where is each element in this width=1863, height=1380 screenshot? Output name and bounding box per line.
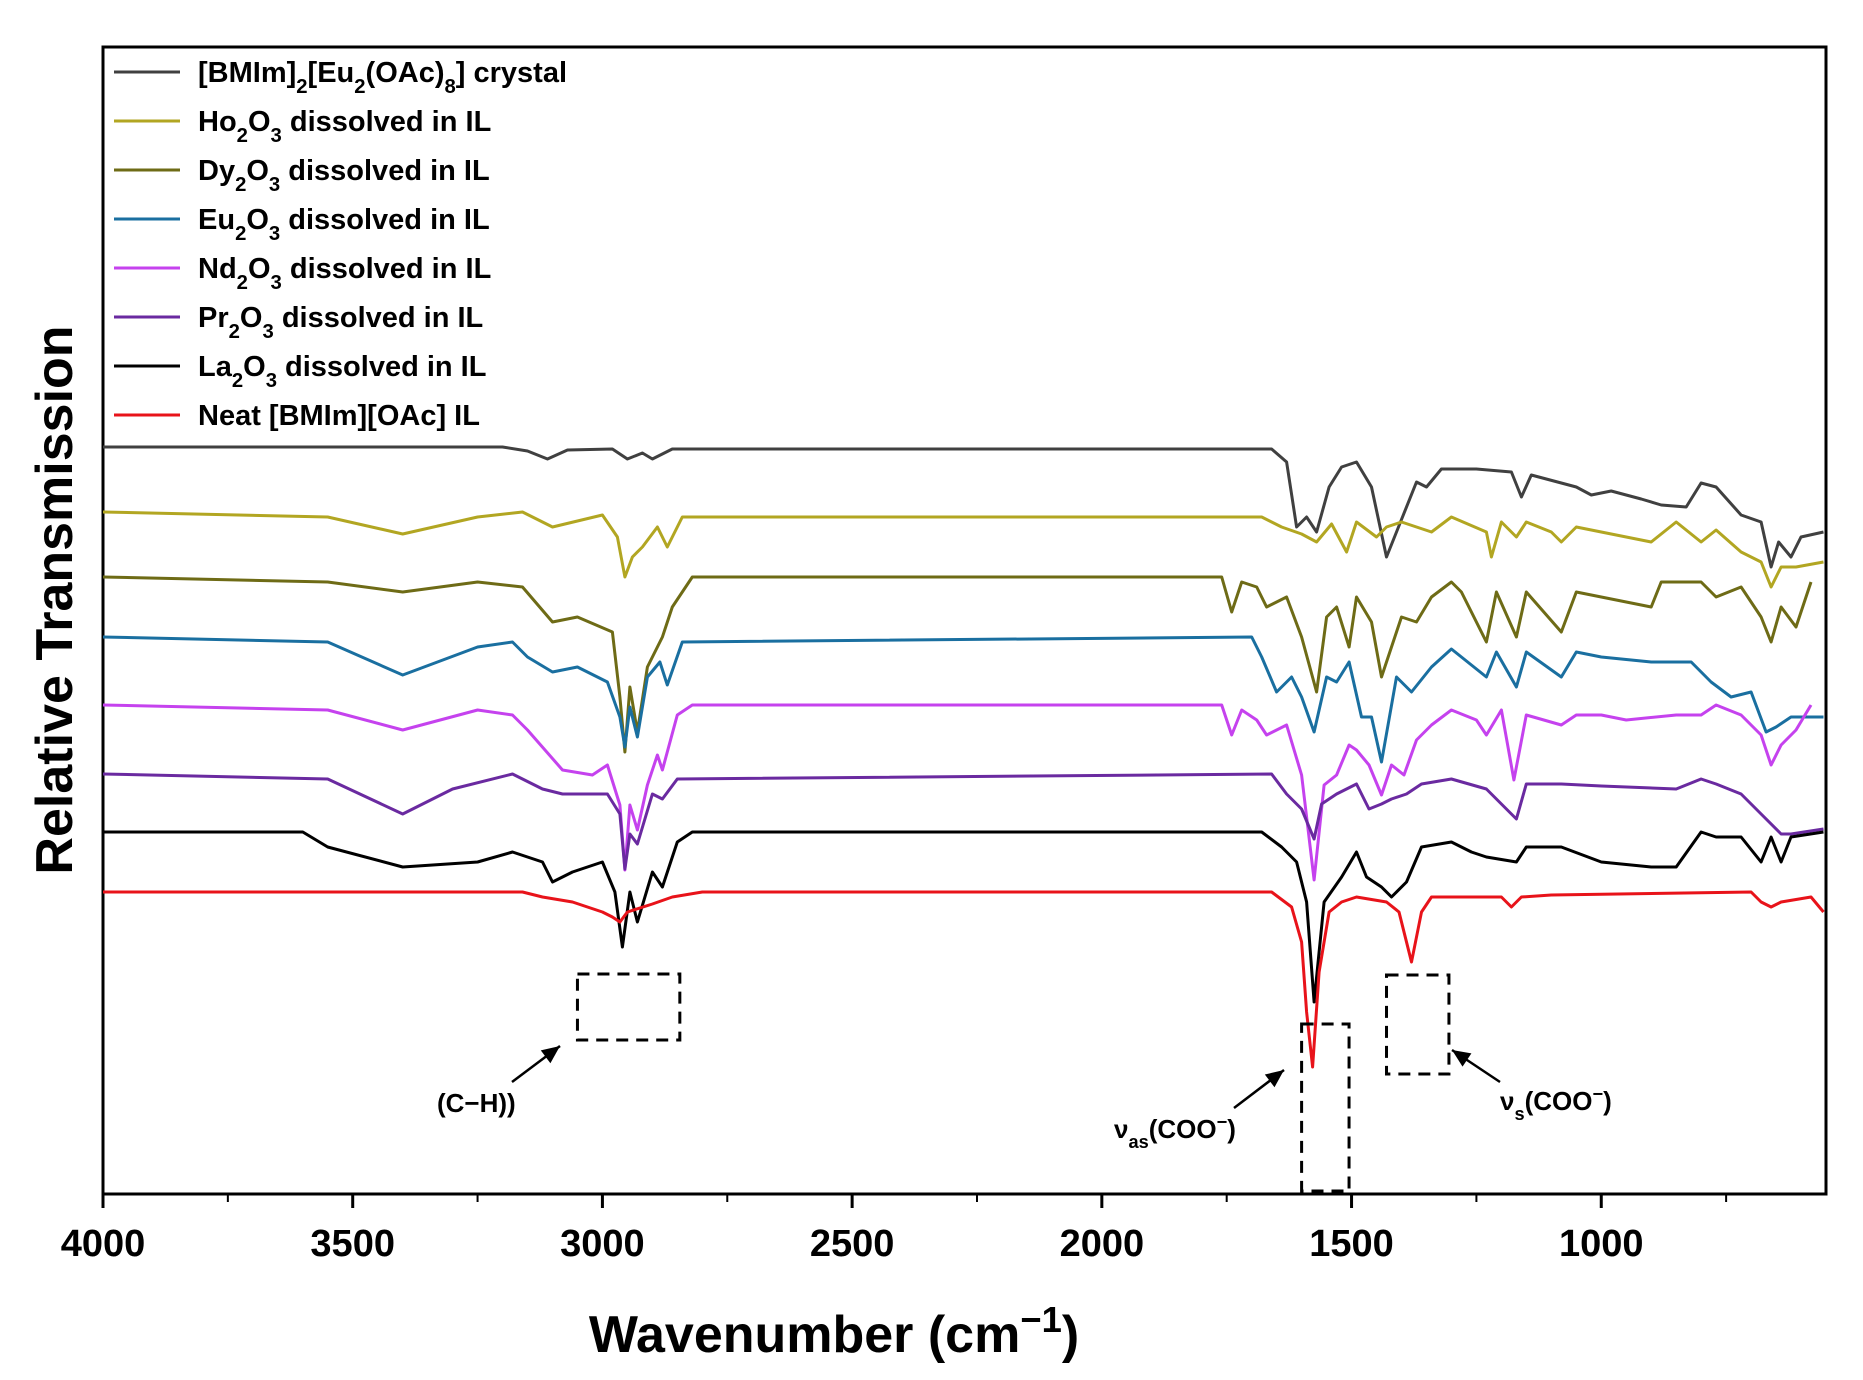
series-line-3	[102, 575, 1813, 754]
series-line-1	[103, 445, 1824, 569]
legend-label-5: Nd2O3 dissolved in IL	[198, 253, 491, 294]
series-line-2	[102, 510, 1824, 589]
legend-label-8: Neat [BMIm][OAc] IL	[198, 400, 480, 432]
plot-frame	[101, 45, 1828, 1196]
x-tick-label-1: 4000	[61, 1223, 146, 1265]
x-tick-label-6: 1500	[1309, 1223, 1394, 1265]
x-tick-label-5: 2000	[1060, 1223, 1145, 1265]
legend: [BMIm]2[Eu2(OAc)8] crystal Ho2O3 dissolve…	[114, 57, 567, 432]
annotation-label-2: νas(COO−)	[1114, 1112, 1236, 1152]
series-line-5	[102, 703, 1813, 882]
x-axis-title: Wavenumber (cm−1)	[589, 1299, 1079, 1365]
legend-label-3: Dy2O3 dissolved in IL	[198, 155, 490, 196]
annotation-box-2	[1300, 1022, 1351, 1193]
series-line-7	[103, 830, 1824, 1004]
annotation-arrowhead-3	[1452, 1050, 1472, 1067]
series-line-8	[103, 890, 1825, 1069]
x-tick-label-7: 1000	[1559, 1223, 1644, 1265]
series-line-4	[102, 635, 1824, 764]
legend-label-4: Eu2O3 dissolved in IL	[198, 204, 490, 245]
x-tick-label-3: 3000	[560, 1223, 645, 1265]
series-layer	[102, 445, 1825, 1069]
legend-label-7: La2O3 dissolved in IL	[198, 351, 486, 392]
y-axis-title: Relative Transmission	[26, 325, 84, 874]
annotation-label-3: νs(COO−)	[1500, 1084, 1612, 1124]
legend-label-6: Pr2O3 dissolved in IL	[198, 302, 483, 343]
x-axis-ticks: 4000 3500 3000 2500 2000 1500 1000	[61, 1194, 1728, 1265]
annotation-box-3	[1385, 973, 1451, 1076]
legend-label-2: Ho2O3 dissolved in IL	[198, 106, 491, 147]
series-line-6	[102, 772, 1824, 871]
annotation-layer: (C−H)) νas(COO−) νs(COO−)	[437, 972, 1612, 1193]
x-tick-label-4: 2500	[810, 1223, 895, 1265]
annotation-arrowhead-2	[1264, 1070, 1284, 1088]
annotation-label-1: (C−H))	[437, 1088, 516, 1118]
annotation-box-1	[575, 972, 682, 1042]
legend-label-1: [BMIm]2[Eu2(OAc)8] crystal	[198, 57, 567, 98]
x-tick-label-2: 3500	[310, 1223, 395, 1265]
annotation-arrowhead-1	[540, 1046, 560, 1064]
